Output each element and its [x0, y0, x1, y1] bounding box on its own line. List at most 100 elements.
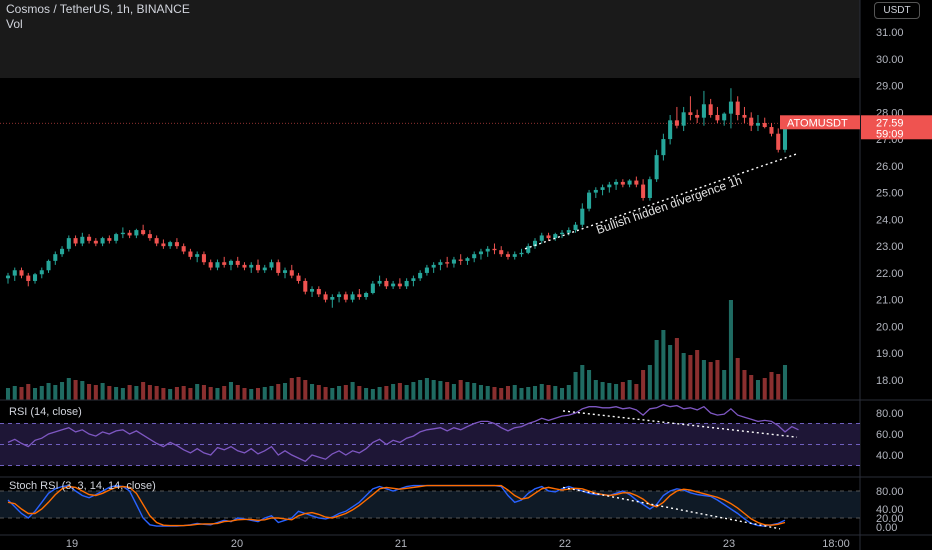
time-tick-label: 20	[231, 538, 243, 550]
volume-bar	[600, 382, 605, 400]
candle-body	[201, 254, 206, 263]
time-tick-label: 22	[559, 538, 571, 550]
volume-bar	[377, 387, 382, 400]
candle-body	[228, 260, 233, 265]
candle-body	[215, 262, 220, 268]
volume-bar	[26, 384, 31, 400]
volume-bar	[451, 384, 456, 400]
candle-body	[147, 234, 152, 239]
volume-bar	[141, 382, 146, 400]
candle-body	[337, 294, 342, 298]
candle-body	[262, 267, 267, 271]
volume-bar	[532, 386, 538, 400]
candle-body	[762, 123, 767, 128]
stoch-divergence-line	[562, 486, 781, 530]
price-tick-label: 24.00	[876, 214, 904, 226]
candle-body	[769, 127, 774, 134]
candle-body	[600, 187, 605, 190]
volume-bar	[742, 370, 747, 400]
candle-body	[289, 270, 294, 276]
currency-button[interactable]: USDT	[874, 2, 920, 19]
volume-bar	[12, 386, 17, 400]
candle-body	[120, 232, 125, 235]
candle-body	[161, 243, 166, 247]
stoch-d-line	[7, 484, 786, 527]
candle-body	[451, 259, 456, 264]
price-tick-label: 26.00	[876, 161, 904, 173]
volume-bar	[370, 389, 375, 400]
price-tick-label: 22.00	[876, 268, 904, 280]
candle-body	[330, 297, 335, 300]
candle-body	[19, 270, 24, 276]
candle-body	[276, 262, 281, 273]
volume-bar	[147, 385, 152, 400]
candle-body	[526, 246, 531, 253]
candle-body	[418, 272, 423, 279]
time-tick-label: 19	[66, 538, 78, 550]
candle-body	[695, 114, 700, 118]
volume-bar	[391, 384, 396, 400]
candle-body	[532, 240, 538, 247]
time-tick-label: 18:00	[822, 538, 850, 550]
volume-bar	[255, 388, 261, 400]
candle-body	[431, 264, 436, 268]
rsi-line	[7, 403, 799, 463]
price-tag-bg	[861, 115, 932, 140]
volume-bar	[397, 383, 402, 400]
candle-body	[310, 288, 315, 292]
volume-bar	[668, 345, 673, 400]
volume-bar	[289, 378, 294, 400]
volume-bar	[87, 384, 92, 400]
volume-bar	[350, 382, 355, 400]
stoch-tick-label: 20.00	[876, 513, 904, 525]
stoch-k-line	[7, 484, 786, 527]
volume-bar	[134, 386, 139, 400]
candle-body	[620, 181, 625, 185]
candle-body	[424, 267, 429, 273]
top-shade	[0, 0, 860, 78]
price-tick-label: 19.00	[876, 348, 904, 360]
candle-body	[195, 254, 200, 257]
volume-bar	[607, 383, 612, 400]
candle-body	[222, 262, 227, 265]
volume-bar	[384, 386, 389, 400]
volume-bar	[188, 388, 193, 400]
symbol-tag-label: ATOMUSDT	[787, 117, 848, 129]
volume-bar	[438, 381, 443, 400]
candle-body	[573, 224, 578, 231]
candle-body	[181, 246, 186, 252]
volume-bar	[80, 381, 85, 400]
volume-bar	[627, 380, 632, 400]
candle-body	[323, 294, 328, 300]
candle-body	[208, 262, 213, 268]
volume-bar	[735, 358, 740, 400]
volume-bar	[701, 360, 706, 400]
candle-body	[404, 280, 409, 287]
candle-body	[728, 101, 733, 114]
candle-body	[607, 184, 612, 188]
price-tick-label: 25.00	[876, 188, 904, 200]
price-tick-label: 30.00	[876, 54, 904, 66]
candle-body	[127, 232, 132, 236]
candle-body	[357, 294, 362, 298]
candle-body	[553, 234, 558, 239]
candle-body	[100, 238, 105, 244]
volume-bar	[472, 383, 477, 400]
volume-bar	[715, 360, 720, 400]
rsi-band-fill	[0, 423, 860, 466]
candle-body	[742, 114, 747, 118]
support-trendline	[524, 153, 798, 250]
candle-body	[478, 251, 483, 255]
candle-body	[715, 114, 720, 121]
candle-body	[316, 288, 321, 295]
volume-bar	[310, 384, 315, 400]
candle-body	[512, 254, 517, 257]
candle-body	[32, 274, 38, 281]
volume-bar	[566, 385, 571, 400]
candle-body	[282, 270, 288, 273]
volume-bar	[593, 380, 598, 400]
volume-bar	[114, 387, 119, 400]
volume-bar	[539, 384, 544, 400]
volume-bar	[634, 384, 639, 400]
